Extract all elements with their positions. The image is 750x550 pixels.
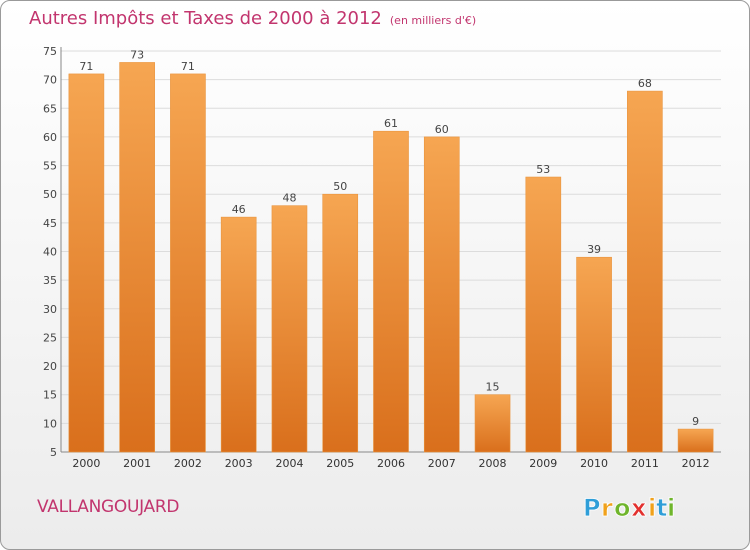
y-tick-label: 25 [43, 331, 57, 344]
x-tick-label: 2007 [428, 457, 456, 470]
bar-value-label: 68 [638, 77, 652, 90]
label-layer: 5 10 15 20 25 30 35 40 45 50 55 60 65 70 75 71 2000 73 200… [43, 45, 710, 470]
x-tick-label: 2010 [580, 457, 608, 470]
x-tick-label: 2006 [377, 457, 405, 470]
logo-letter: P [583, 494, 601, 522]
chart-title-text: Autres Impôts et Taxes de 2000 à 2012 [29, 8, 382, 29]
x-tick-label: 2012 [682, 457, 710, 470]
logo-letter: i [667, 494, 675, 522]
x-tick-label: 2001 [123, 457, 151, 470]
bar [627, 90, 663, 453]
bar-value-label: 71 [79, 60, 93, 73]
x-tick-label: 2009 [529, 457, 557, 470]
bar-value-label: 53 [536, 163, 550, 176]
logo-letter: i [648, 494, 656, 522]
y-tick-label: 55 [43, 160, 57, 173]
bar-value-label: 48 [282, 192, 296, 205]
bar-value-label: 73 [130, 48, 144, 61]
x-tick-label: 2003 [225, 457, 253, 470]
bar-value-label: 71 [181, 60, 195, 73]
y-tick-label: 60 [43, 131, 57, 144]
bar-value-label: 46 [232, 203, 246, 216]
y-tick-label: 30 [43, 303, 57, 316]
y-tick-label: 40 [43, 246, 57, 259]
bar-value-label: 61 [384, 117, 398, 130]
bar-value-label: 39 [587, 243, 601, 256]
bar [119, 62, 155, 453]
chart-subtitle: (en milliers d'€) [389, 14, 477, 27]
bar [68, 73, 105, 453]
y-tick-label: 5 [50, 446, 57, 459]
x-tick-label: 2005 [326, 457, 354, 470]
bar-value-label: 60 [435, 123, 449, 136]
x-tick-label: 2004 [275, 457, 303, 470]
y-tick-label: 50 [43, 188, 57, 201]
bar-value-label: 50 [333, 180, 347, 193]
y-tick-label: 20 [43, 360, 57, 373]
y-tick-label: 70 [43, 74, 57, 87]
x-tick-label: 2008 [479, 457, 507, 470]
y-tick-label: 65 [43, 102, 57, 115]
x-tick-label: 2000 [72, 457, 100, 470]
bar [677, 428, 714, 453]
location-name: VALLANGOUJARD [37, 497, 180, 517]
bar [373, 130, 409, 453]
x-tick-label: 2002 [174, 457, 202, 470]
logo-letter: x [631, 494, 647, 522]
y-tick-label: 45 [43, 217, 57, 230]
bar [474, 394, 511, 453]
x-tick-label: 2011 [631, 457, 659, 470]
y-tick-label: 10 [43, 417, 57, 430]
bar-value-label: 9 [692, 415, 699, 428]
bar [271, 205, 308, 453]
bar [576, 256, 612, 453]
y-tick-label: 15 [43, 389, 57, 402]
bar [423, 136, 460, 453]
chart-title: Autres Impôts et Taxes de 2000 à 2012 (en… [29, 8, 476, 29]
bar-layer [68, 62, 714, 453]
logo-letter: o [614, 494, 631, 522]
y-tick-label: 75 [43, 45, 57, 58]
y-tick-label: 35 [43, 274, 57, 287]
bar-value-label: 15 [486, 381, 500, 394]
bar [322, 193, 359, 453]
logo-letter: t [656, 494, 667, 522]
logo-letter: r [601, 494, 613, 522]
bar [220, 216, 257, 453]
bar [170, 73, 206, 453]
bar [525, 176, 562, 453]
